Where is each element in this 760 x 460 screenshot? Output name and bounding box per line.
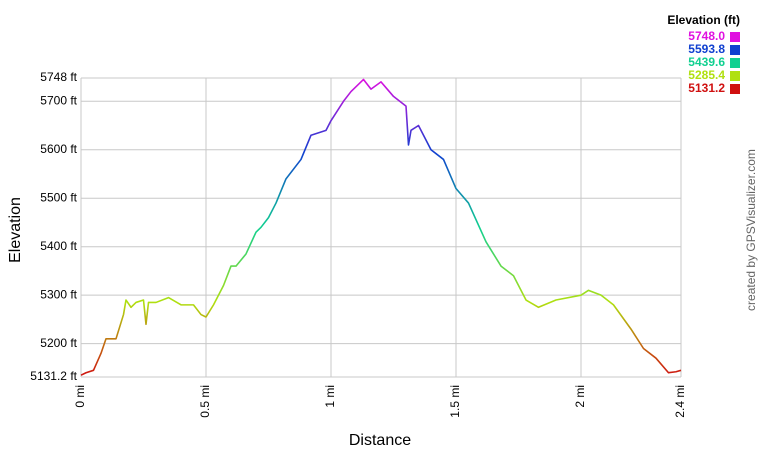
legend-swatch: [730, 71, 740, 81]
x-tick-label: 0 mi: [73, 385, 87, 408]
x-tick-label: 1.5 mi: [448, 385, 462, 418]
x-tick-label: 2 mi: [573, 385, 587, 408]
legend-label: 5593.8: [688, 42, 725, 56]
legend-swatch: [730, 84, 740, 94]
legend-title: Elevation (ft): [667, 13, 740, 27]
elevation-line: [80, 78, 682, 376]
y-tick-label: 5700 ft: [40, 93, 77, 107]
credit: created by GPSVisualizer.com: [744, 149, 758, 311]
y-tick-label: 5131.2 ft: [30, 369, 77, 383]
y-tick-label: 5748 ft: [40, 70, 77, 84]
y-tick-label: 5200 ft: [40, 336, 77, 350]
y-tick-label: 5300 ft: [40, 287, 77, 301]
legend-swatch: [730, 58, 740, 68]
x-axis-label: Distance: [349, 432, 411, 449]
y-tick-label: 5400 ft: [40, 239, 77, 253]
y-tick-label: 5500 ft: [40, 190, 77, 204]
y-tick-label: 5600 ft: [40, 142, 77, 156]
legend-label: 5439.6: [688, 55, 725, 69]
legend-label: 5131.2: [688, 81, 725, 95]
legend-label: 5748.0: [688, 29, 725, 43]
legend-swatch: [730, 32, 740, 42]
x-tick-label: 0.5 mi: [198, 385, 212, 418]
x-tick-label: 1 mi: [323, 385, 337, 408]
y-axis-label: Elevation: [7, 197, 24, 263]
legend-swatch: [730, 45, 740, 55]
x-tick-label: 2.4 mi: [673, 385, 687, 418]
legend-label: 5285.4: [688, 68, 725, 82]
